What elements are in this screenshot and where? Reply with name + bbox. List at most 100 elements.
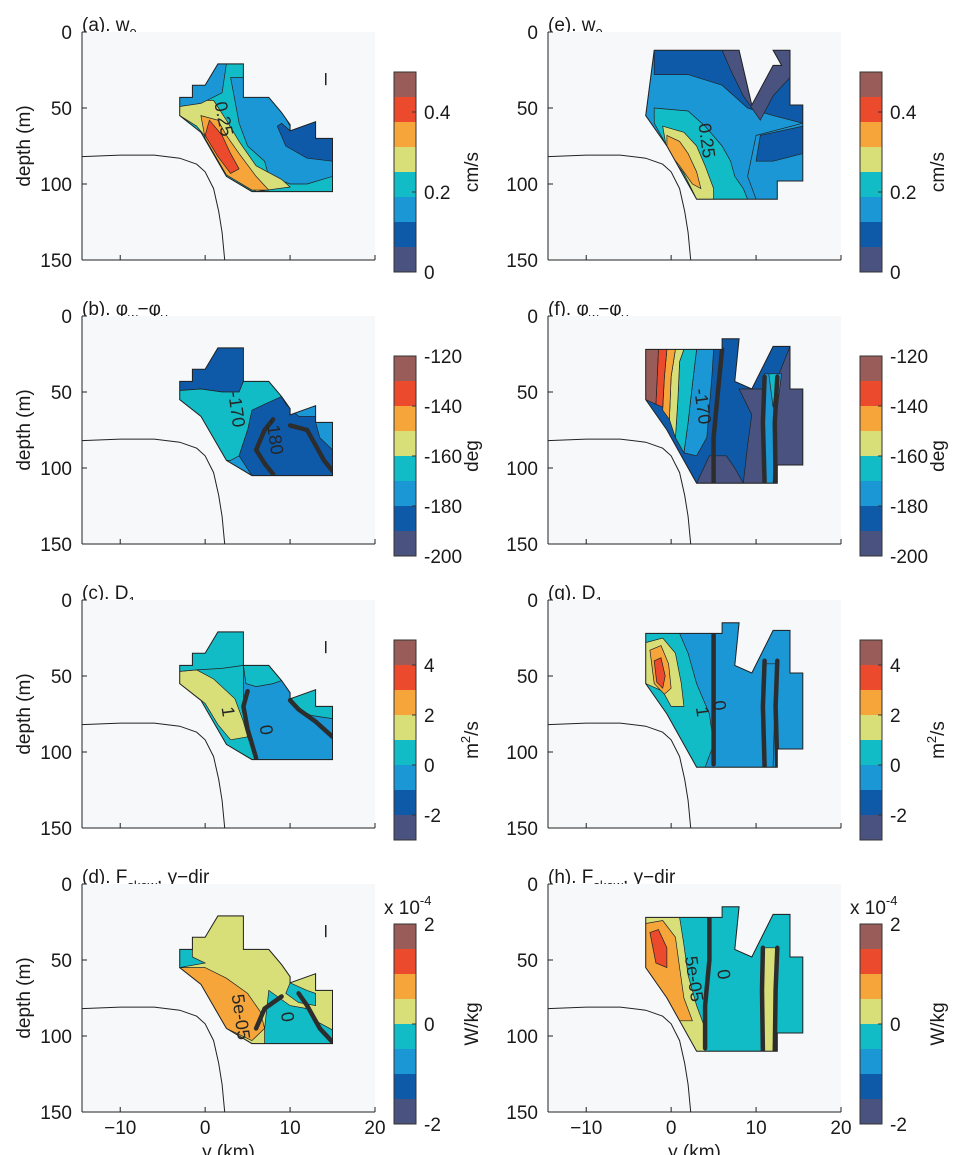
colorbar-unit: W/kg [928,1002,949,1045]
contour-line-thick [773,658,780,768]
y-tick-label: 100 [506,743,538,764]
y-tick-label: 100 [506,459,538,480]
colorbar-segment [394,924,416,949]
contour-region [653,657,666,689]
topography-line [547,1006,692,1113]
colorbar-segment [860,531,882,556]
y-tick-label: 150 [40,819,72,840]
filled-contours [179,631,333,760]
colorbar-tick-label: 4 [424,656,435,677]
colorbar-segment [860,356,882,381]
colorbar-segment [860,1099,882,1124]
colorbar-frame [393,639,417,841]
y-axis-label: depth (m) [14,673,35,754]
colorbar-tick-label: -140 [890,397,928,418]
title-part: (b). φ [82,299,128,320]
colorbar-tick-label: 2 [890,915,901,936]
title-part: (f). φ [548,299,589,320]
colorbar-tick-label: 0.4 [890,103,917,124]
contour-label: 0 [277,1011,298,1024]
colorbar-segment [394,356,416,381]
colorbar-segment [860,197,882,222]
topography-line [81,154,226,261]
colorbar-segment [394,381,416,406]
colorbar-segment [860,740,882,765]
x-tick-label: 0 [200,1118,211,1139]
y-tick-label: 50 [51,951,72,972]
colorbar-segment [394,406,416,431]
colorbar-segment [394,172,416,197]
colorbar-segment [394,715,416,740]
panel-d: (d). Fskew, y−dir5e-050050100150−1001020… [14,867,483,1155]
colorbar-segment [860,72,882,97]
colorbar-segment [394,1074,416,1099]
colorbar-segment [860,147,882,172]
colorbar-segment [394,665,416,690]
y-tick-label: 100 [40,175,72,196]
colorbar-segment [860,247,882,272]
contour-line-thick [702,915,712,1051]
y-tick-label: 150 [506,251,538,272]
unit-part: /s [928,721,949,736]
x-tick-label: −10 [570,1118,602,1139]
x-tick-label: −10 [104,1118,136,1139]
colorbar-segment [394,1099,416,1124]
colorbar-segment [394,999,416,1024]
contour-region [264,989,333,1044]
colorbar-frame [393,71,417,273]
colorbar-unit: cm/s [462,152,483,192]
colorbar-segment [394,790,416,815]
topography-line [81,438,226,545]
colorbar-segment [860,222,882,247]
contour-label: 0 [709,699,730,712]
colorbar-tick-label: -140 [424,397,462,418]
topography-line [81,722,226,829]
contour-line-thick [772,945,780,1052]
filled-contours [645,622,803,768]
contour-line-thick [287,423,333,474]
colorbar-tick-label: -120 [424,347,462,368]
contour-label: 0 [256,724,277,737]
colorbar-segment [860,481,882,506]
title-part: (d). F [82,867,127,888]
contour-region [696,455,744,484]
colorbar-segment [394,740,416,765]
colorbar-unit: m2/s [458,721,483,759]
colorbar-unit: W/kg [462,1002,483,1045]
data-outline [179,915,333,1045]
title-part: (g). D [548,583,596,604]
colorbar-segment [860,765,882,790]
colorbar-segment [394,97,416,122]
contour-region [645,349,659,405]
title-part: (c). D [82,583,128,604]
contour-line-thick [760,658,767,768]
colorbar-segment [860,431,882,456]
y-tick-label: 0 [61,591,72,612]
colorbar-tick-label: 0 [890,756,901,777]
y-axis-label: depth (m) [14,957,35,1038]
colorbar-segment [860,690,882,715]
y-tick-label: 100 [506,1027,538,1048]
contour-line-thick [296,991,333,1044]
colorbar-segment [860,506,882,531]
topography-line [547,438,692,545]
title-part: −φ [138,299,161,320]
y-tick-label: 50 [51,667,72,688]
colorbar-tick-label: 2 [424,706,435,727]
topography-line [547,722,692,829]
y-tick-label: 0 [527,23,538,44]
colorbar-segment [860,172,882,197]
x-tick-label: 10 [280,1118,301,1139]
colorbar-tick-label: -2 [424,1115,441,1136]
y-tick-label: 0 [527,307,538,328]
exp-power: -4 [886,893,898,908]
colorbar-tick-label: 0 [890,1015,901,1036]
contour-line-thick [772,374,780,484]
colorbar-tick-label: -200 [890,547,928,568]
colorbar-segment [394,531,416,556]
x-axis-label: y (km) [202,1142,255,1155]
contour-label: -180 [262,418,287,456]
colorbar-tick-label: 0 [424,756,435,777]
